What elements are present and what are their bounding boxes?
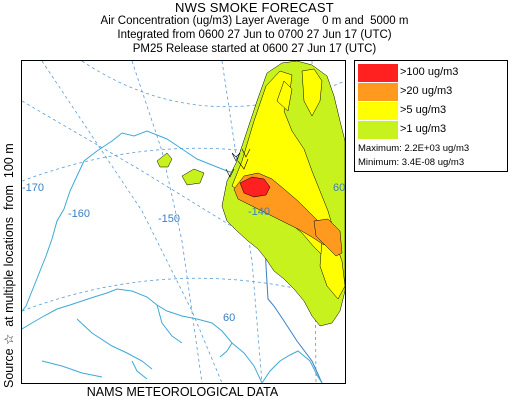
minimum-value: Minimum: 3.4E-08 ug/m3 [358, 157, 465, 168]
plume-gt5 [301, 68, 323, 117]
legend-item-1: >1 ug/m3 [358, 121, 504, 139]
lon-label-140: -140 [248, 206, 270, 218]
legend-item-5: >5 ug/m3 [358, 102, 504, 120]
legend-label: >1 ug/m3 [400, 123, 447, 135]
plume-gt5 [276, 80, 293, 112]
maximum-value: Maximum: 2.2E+03 ug/m3 [358, 143, 470, 154]
source-markers [225, 148, 251, 178]
lat-label-60: 60 [223, 312, 235, 324]
lat-label-edge: 60 [333, 182, 345, 194]
meridian-line [41, 61, 223, 383]
legend-swatch [358, 64, 398, 82]
concentration-subtitle: Air Concentration (ug/m3) Layer Average … [100, 15, 409, 27]
smoke-map[interactable]: -170 -160 -150 -140 60 60 [21, 60, 346, 384]
legend-item-100: >100 ug/m3 [358, 64, 504, 82]
release-info: PM25 Release started at 0600 27 Jun 17 (… [132, 43, 377, 55]
meteorological-data-label: NAMS METEOROLOGICAL DATA [86, 385, 279, 399]
lon-label-160: -160 [68, 208, 90, 220]
legend-label: >100 ug/m3 [400, 66, 459, 78]
concentration-legend: >100 ug/m3 >20 ug/m3 >5 ug/m3 >1 ug/m3 M… [354, 60, 508, 172]
source-location-label: Source ☆ at multiple locations from 100 … [2, 143, 16, 388]
legend-swatch [358, 102, 398, 120]
meridian-line [131, 61, 203, 383]
plume-gt100 [239, 176, 271, 198]
plume-gt20 [313, 218, 343, 257]
plume-gt1 [156, 152, 173, 168]
forecast-title: NWS SMOKE FORECAST [175, 0, 334, 15]
legend-swatch [358, 121, 398, 139]
legend-label: >5 ug/m3 [400, 104, 447, 116]
legend-swatch [358, 83, 398, 101]
integration-period: Integrated from 0600 27 Jun to 0700 27 J… [117, 29, 392, 41]
map-canvas: -170 -160 -150 -140 60 60 [22, 61, 345, 383]
lon-label-150: -150 [158, 213, 180, 225]
legend-item-20: >20 ug/m3 [358, 83, 504, 101]
smoke-plume [156, 61, 345, 327]
legend-label: >20 ug/m3 [400, 85, 453, 97]
plume-gt1 [181, 168, 205, 186]
lon-label-170: -170 [22, 182, 44, 194]
